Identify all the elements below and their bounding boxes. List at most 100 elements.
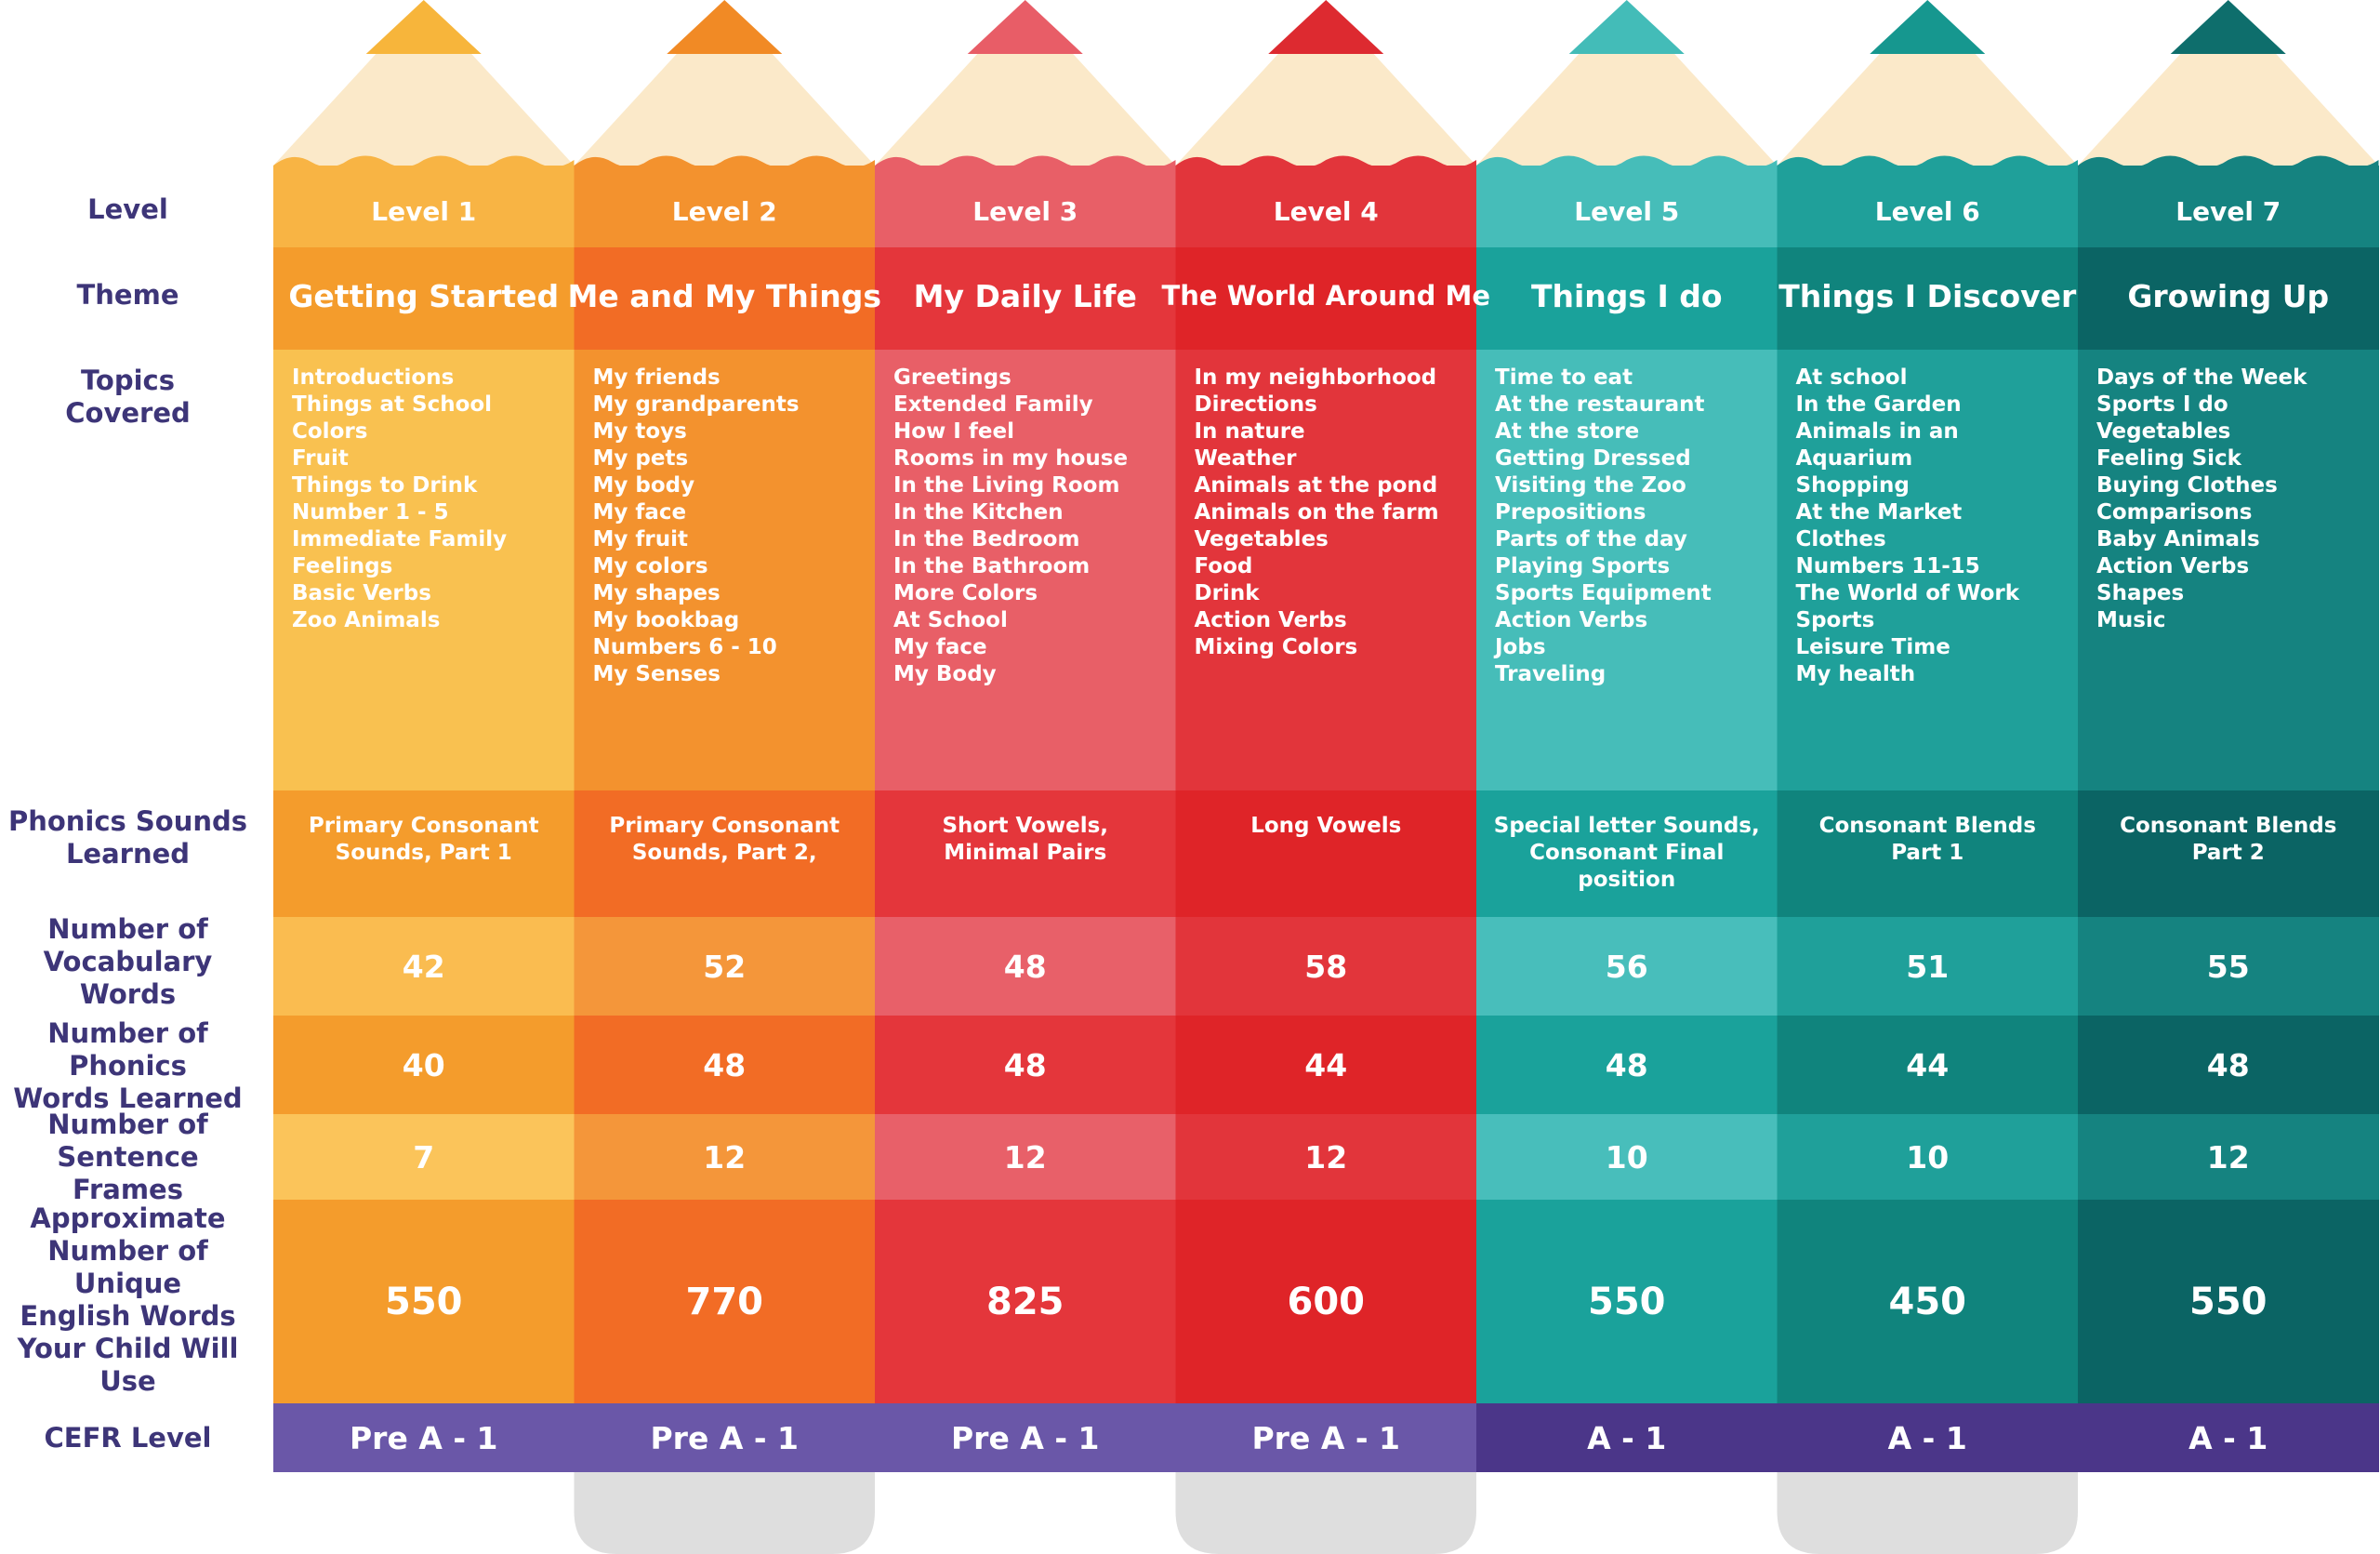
phonics-sounds-value: Primary Consonant Sounds, Part 1 <box>308 814 539 865</box>
phonics-sounds-value: Short Vowels, Minimal Pairs <box>942 814 1109 865</box>
topic-item: Sports Equipment <box>1495 581 1712 605</box>
vocab-count: 42 <box>402 948 445 985</box>
topic-item: Feeling Sick <box>2096 446 2241 471</box>
phonics-sounds-value: Long Vowels <box>1250 814 1402 838</box>
cell-bg-sent <box>1476 1114 1778 1200</box>
topic-item: My grandparents <box>592 392 800 417</box>
topic-item: In the Living Room <box>893 473 1120 498</box>
topic-item: My toys <box>592 419 687 444</box>
cefr-level-value: Pre A - 1 <box>349 1419 498 1456</box>
sentence-frames-count: 12 <box>2206 1138 2250 1175</box>
topic-item: Comparisons <box>2096 500 2253 525</box>
topic-item: At the restaurant <box>1495 392 1705 417</box>
topic-item: Action Verbs <box>1495 608 1648 632</box>
level-label: Level 5 <box>1574 195 1680 227</box>
cell-bg-phonw <box>2078 1016 2379 1114</box>
topic-item: My friends <box>592 365 721 390</box>
topic-item: My face <box>592 500 687 525</box>
pencil-wood-tip <box>1777 2 2078 166</box>
cell-bg-topics <box>2078 350 2379 790</box>
cefr-band <box>2078 1403 2379 1472</box>
cefr-level-value: A - 1 <box>1887 1419 1967 1456</box>
unique-words-count: 600 <box>1287 1280 1366 1323</box>
vocab-count: 58 <box>1304 948 1348 985</box>
topics-list-items: At school In the Garden Animals in an Aqua… <box>1796 365 2079 688</box>
sentence-frames-count: 12 <box>1003 1138 1047 1175</box>
topic-item: Traveling <box>1495 662 1606 686</box>
cefr-band <box>875 1403 1176 1472</box>
vocab-count: 51 <box>1906 948 1950 985</box>
row-label-phonics-words: Number of Phonics Words Learned <box>13 1016 243 1114</box>
topic-item: Music <box>2096 608 2166 632</box>
topic-item: In my neighborhood <box>1194 365 1437 390</box>
topic-item: Introductions <box>292 365 455 390</box>
topic-item: Vegetables <box>2096 419 2231 444</box>
cell-bg-uniq <box>574 1200 876 1403</box>
topic-item: In nature <box>1194 419 1305 444</box>
topics-list: Days of the Week Sports I do Vegetables Fee… <box>2078 350 2379 790</box>
topic-item: Playing Sports <box>1495 554 1671 578</box>
topic-item: Numbers 6 - 10 <box>592 635 777 659</box>
cell-bg-theme <box>2078 247 2379 350</box>
topic-item: Shapes <box>2096 581 2185 605</box>
topic-item: Animals on the farm <box>1194 500 1439 525</box>
cell-bg-vocab <box>875 917 1176 1016</box>
topics-list: Time to eat At the restaurant At the store… <box>1476 350 1778 790</box>
cell-bg-theme <box>273 247 575 350</box>
cefr-band <box>574 1403 876 1472</box>
cell-bg-topics <box>1777 350 2079 790</box>
theme-label: The World Around Me <box>1161 280 1491 312</box>
unique-words-count: 550 <box>2189 1280 2268 1323</box>
eraser-shape <box>1175 1472 1476 1554</box>
theme-label: Things I Discover <box>1778 277 2077 314</box>
sentence-frames-count: 7 <box>413 1138 435 1175</box>
pencil-lead-tip <box>365 0 482 54</box>
topic-item: Prepositions <box>1495 500 1646 525</box>
topic-item: My Senses <box>592 662 721 686</box>
phonics-words-count: 44 <box>1906 1046 1950 1083</box>
topic-item: In the Bathroom <box>893 554 1091 578</box>
phonics-words-count: 48 <box>2206 1046 2250 1083</box>
topic-item: In the Kitchen <box>893 500 1064 525</box>
cell-bg-sent <box>2078 1114 2379 1200</box>
topics-list-items: Time to eat At the restaurant At the store… <box>1495 365 1712 688</box>
topic-item: Things to Drink <box>292 473 478 498</box>
cefr-level-value: A - 1 <box>1587 1419 1667 1456</box>
level-label: Level 3 <box>972 195 1078 227</box>
pencil-lead-tip <box>667 0 783 54</box>
topic-item: Visiting the Zoo <box>1495 473 1686 498</box>
cell-bg-vocab <box>2078 917 2379 1016</box>
cell-bg-level <box>875 166 1176 247</box>
vocab-count: 56 <box>1605 948 1648 985</box>
cell-bg-topics <box>273 350 575 790</box>
pencil-lead-tip <box>1568 0 1685 54</box>
pencil-lead-tip <box>967 0 1083 54</box>
cell-bg-phon <box>273 790 575 917</box>
topic-item: Things at School <box>292 392 493 417</box>
cefr-band <box>1777 1403 2079 1472</box>
row-label-vocab: Number of Vocabulary Words <box>43 912 213 1010</box>
topic-item: Food <box>1194 554 1253 578</box>
cell-bg-phon <box>1777 790 2079 917</box>
topic-item: More Colors <box>893 581 1038 605</box>
cell-bg-uniq <box>2078 1200 2379 1403</box>
topic-item: Clothes <box>1795 527 1886 551</box>
pencil-lead-tip <box>1870 0 1986 54</box>
topic-item: Weather <box>1194 446 1297 471</box>
topic-item: Action Verbs <box>1194 608 1347 632</box>
level-label: Level 7 <box>2175 195 2281 227</box>
row-label-sentence: Number of Sentence Frames <box>47 1108 208 1205</box>
cell-bg-uniq <box>273 1200 575 1403</box>
cell-bg-phonw <box>1175 1016 1477 1114</box>
unique-words-count: 550 <box>1588 1280 1666 1323</box>
topic-item: My health <box>1795 662 1916 686</box>
cefr-level-value: Pre A - 1 <box>650 1419 799 1456</box>
topic-item: How I feel <box>893 419 1014 444</box>
cell-bg-theme <box>1175 247 1477 350</box>
topic-item: Animals at the pond <box>1194 473 1438 498</box>
vocab-count: 55 <box>2206 948 2250 985</box>
phonics-words-count: 40 <box>402 1046 445 1083</box>
topic-item: At the store <box>1495 419 1640 444</box>
theme-label: Getting Started <box>288 277 560 314</box>
cefr-band <box>273 1403 575 1472</box>
